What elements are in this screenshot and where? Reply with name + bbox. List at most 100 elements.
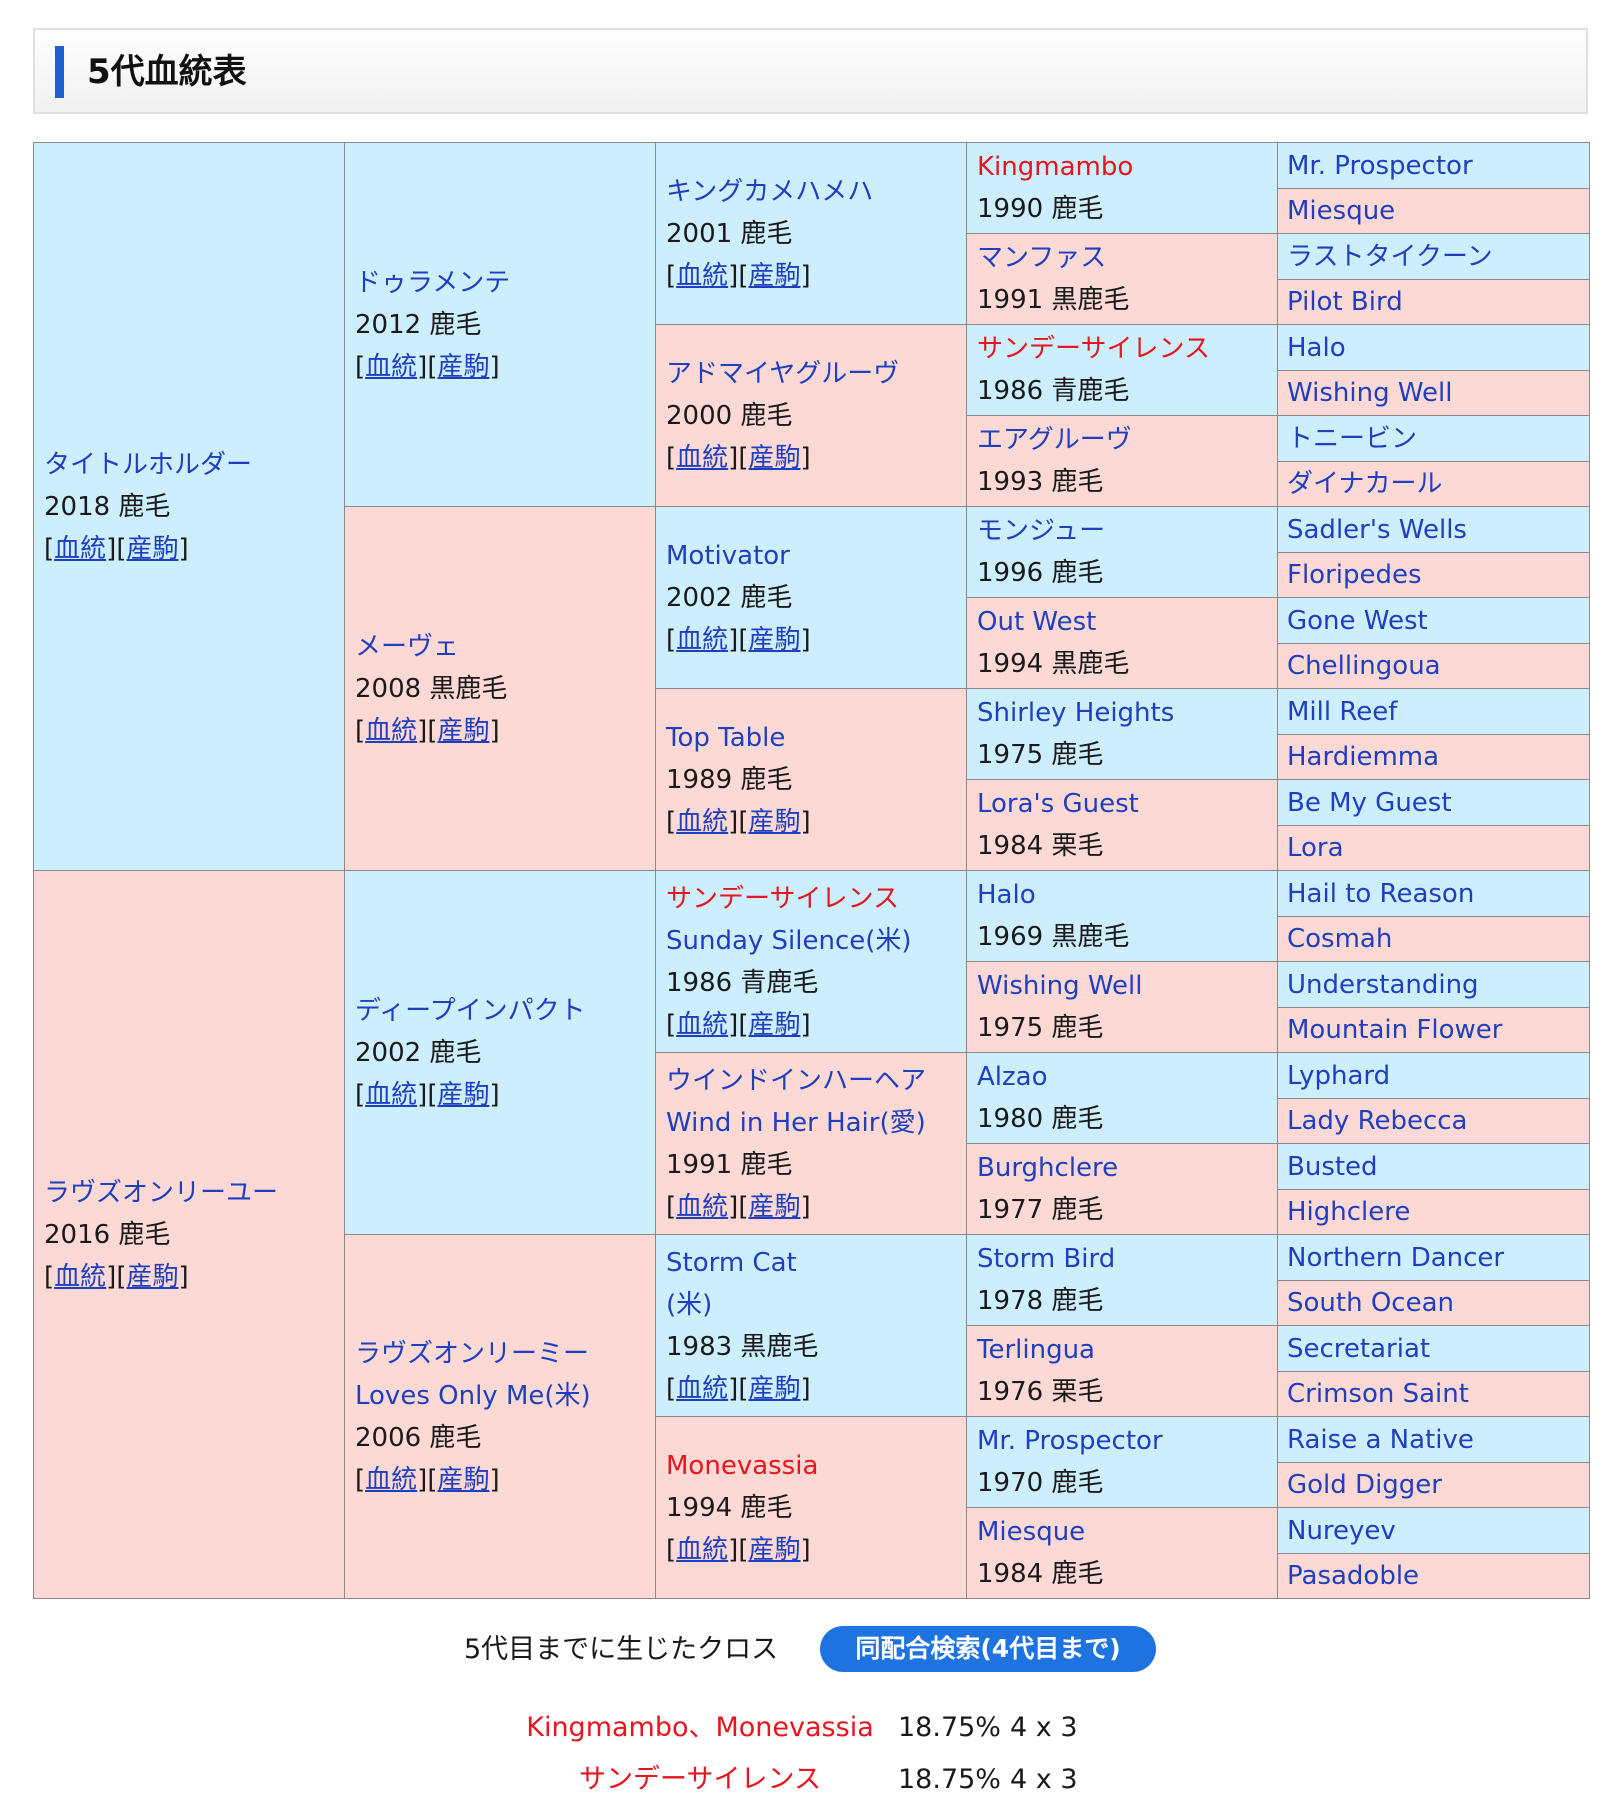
offspring-link[interactable]: 産駒	[748, 1009, 801, 1040]
horse-name-link[interactable]: Busted	[1287, 1151, 1378, 1182]
horse-name-link[interactable]: Motivator	[666, 540, 790, 571]
horse-birth-color: 1978 鹿毛	[977, 1286, 1104, 1316]
horse-name-english[interactable]: Loves Only Me(米)	[355, 1380, 591, 1411]
pedigree-cell-gen5: Gone West	[1277, 597, 1590, 644]
horse-name-link[interactable]: タイトルホルダー	[44, 449, 253, 480]
horse-name-link[interactable]: Halo	[1287, 332, 1346, 363]
pedigree-link[interactable]: 血統	[676, 1534, 729, 1565]
horse-name-link[interactable]: Nureyev	[1287, 1515, 1396, 1546]
offspring-link[interactable]: 産駒	[437, 715, 490, 746]
horse-name-link[interactable]: マンファス	[977, 243, 1107, 273]
horse-name-link[interactable]: ラストタイクーン	[1287, 241, 1493, 272]
offspring-link[interactable]: 産駒	[748, 1373, 801, 1404]
horse-name-link[interactable]: Kingmambo	[977, 152, 1134, 182]
horse-name-link[interactable]: トニービン	[1287, 423, 1418, 454]
horse-name-link[interactable]: Terlingua	[977, 1335, 1095, 1365]
horse-name-link[interactable]: Sadler's Wells	[1287, 514, 1467, 545]
horse-name-link[interactable]: Crimson Saint	[1287, 1379, 1469, 1409]
horse-name-link[interactable]: Pilot Bird	[1287, 287, 1403, 317]
horse-name-link[interactable]: Alzao	[977, 1062, 1048, 1092]
horse-name-link[interactable]: Mountain Flower	[1287, 1015, 1503, 1045]
pedigree-cell-gen4: モンジュー 1996 鹿毛	[966, 506, 1278, 598]
horse-name-link[interactable]: Northern Dancer	[1287, 1242, 1505, 1273]
horse-name-link[interactable]: Shirley Heights	[977, 698, 1175, 728]
horse-name-link[interactable]: Lora	[1287, 833, 1344, 863]
horse-name-link[interactable]: Mill Reef	[1287, 696, 1398, 727]
horse-name-link[interactable]: Wishing Well	[977, 971, 1143, 1001]
horse-name-link[interactable]: Be My Guest	[1287, 787, 1452, 818]
horse-name-link[interactable]: Mr. Prospector	[1287, 150, 1473, 181]
horse-name-link[interactable]: Chellingoua	[1287, 651, 1441, 681]
horse-name-link[interactable]: Cosmah	[1287, 924, 1393, 954]
horse-name-link[interactable]: Storm Cat	[666, 1247, 797, 1278]
pedigree-link[interactable]: 血統	[676, 1191, 729, 1222]
horse-name-link[interactable]: Miesque	[977, 1517, 1086, 1547]
pedigree-link[interactable]: 血統	[54, 533, 107, 564]
horse-name-link[interactable]: ラヴズオンリーユー	[44, 1177, 279, 1208]
pedigree-link[interactable]: 血統	[676, 442, 729, 473]
horse-name-link[interactable]: メーヴェ	[355, 631, 460, 662]
horse-name-link[interactable]: Pasadoble	[1287, 1561, 1420, 1591]
pedigree-link[interactable]: 血統	[676, 806, 729, 837]
horse-name-english[interactable]: Wind in Her Hair(愛)	[666, 1107, 926, 1138]
offspring-link[interactable]: 産駒	[748, 806, 801, 837]
offspring-link[interactable]: 産駒	[748, 442, 801, 473]
pedigree-link[interactable]: 血統	[365, 1079, 418, 1110]
horse-name-link[interactable]: ダイナカール	[1287, 469, 1443, 499]
pedigree-link[interactable]: 血統	[676, 1373, 729, 1404]
horse-name-link[interactable]: モンジュー	[977, 516, 1106, 546]
pedigree-link[interactable]: 血統	[365, 715, 418, 746]
horse-name-link[interactable]: Storm Bird	[977, 1244, 1116, 1274]
horse-name-link[interactable]: エアグルーヴ	[977, 425, 1132, 455]
horse-name-link[interactable]: Monevassia	[666, 1450, 819, 1481]
horse-name-link[interactable]: Secretariat	[1287, 1333, 1431, 1364]
horse-name-link[interactable]: Gold Digger	[1287, 1470, 1442, 1500]
horse-name-link[interactable]: Lyphard	[1287, 1060, 1391, 1091]
pedigree-link[interactable]: 血統	[676, 260, 729, 291]
horse-name-english[interactable]: (米)	[666, 1289, 713, 1320]
offspring-link[interactable]: 産駒	[126, 533, 179, 564]
horse-name-link[interactable]: Lora's Guest	[977, 789, 1139, 819]
horse-name-link[interactable]: Mr. Prospector	[977, 1426, 1163, 1456]
horse-name-link[interactable]: Raise a Native	[1287, 1424, 1474, 1455]
horse-name-link[interactable]: Out West	[977, 607, 1097, 637]
pedigree-link[interactable]: 血統	[676, 624, 729, 655]
horse-name-link[interactable]: Floripedes	[1287, 560, 1422, 590]
offspring-link[interactable]: 産駒	[126, 1261, 179, 1292]
pedigree-link[interactable]: 血統	[365, 351, 418, 382]
horse-name-english[interactable]: Sunday Silence(米)	[666, 925, 912, 956]
offspring-link[interactable]: 産駒	[437, 1079, 490, 1110]
offspring-link[interactable]: 産駒	[748, 624, 801, 655]
offspring-link[interactable]: 産駒	[748, 260, 801, 291]
offspring-link[interactable]: 産駒	[437, 1464, 490, 1495]
horse-name-link[interactable]: サンデーサイレンス	[666, 883, 899, 914]
horse-name-link[interactable]: キングカメハメハ	[666, 176, 874, 207]
horse-name-link[interactable]: Top Table	[666, 722, 786, 753]
offspring-link[interactable]: 産駒	[748, 1191, 801, 1222]
horse-name-link[interactable]: ウインドインハーヘア	[666, 1065, 927, 1096]
horse-name-link[interactable]: Hail to Reason	[1287, 878, 1475, 909]
horse-name-link[interactable]: Burghclere	[977, 1153, 1119, 1183]
horse-name-link[interactable]: Hardiemma	[1287, 742, 1440, 772]
same-mating-search-button[interactable]: 同配合検索(4代目まで)	[820, 1626, 1156, 1672]
pedigree-link[interactable]: 血統	[676, 1009, 729, 1040]
horse-name-link[interactable]: Halo	[977, 880, 1036, 910]
offspring-link[interactable]: 産駒	[748, 1534, 801, 1565]
horse-name-link[interactable]: サンデーサイレンス	[977, 334, 1210, 364]
horse-name-link[interactable]: ドゥラメンテ	[355, 267, 511, 298]
horse-name-link[interactable]: Understanding	[1287, 969, 1479, 1000]
horse-name-link[interactable]: ラヴズオンリーミー	[355, 1338, 590, 1369]
horse-name-link[interactable]: アドマイヤグルーヴ	[666, 358, 900, 389]
pedigree-link[interactable]: 血統	[54, 1261, 107, 1292]
horse-birth-color: 1970 鹿毛	[977, 1468, 1104, 1498]
offspring-link[interactable]: 産駒	[437, 351, 490, 382]
horse-name-link[interactable]: South Ocean	[1287, 1288, 1454, 1318]
horse-name-link[interactable]: ディープインパクト	[355, 995, 586, 1026]
pedigree-link[interactable]: 血統	[365, 1464, 418, 1495]
horse-name-link[interactable]: Highclere	[1287, 1197, 1411, 1227]
horse-name-link[interactable]: Miesque	[1287, 196, 1396, 226]
horse-name-link[interactable]: Gone West	[1287, 605, 1428, 636]
pedigree-cell-gen5: Sadler's Wells	[1277, 506, 1590, 553]
horse-name-link[interactable]: Lady Rebecca	[1287, 1106, 1468, 1136]
horse-name-link[interactable]: Wishing Well	[1287, 378, 1453, 408]
